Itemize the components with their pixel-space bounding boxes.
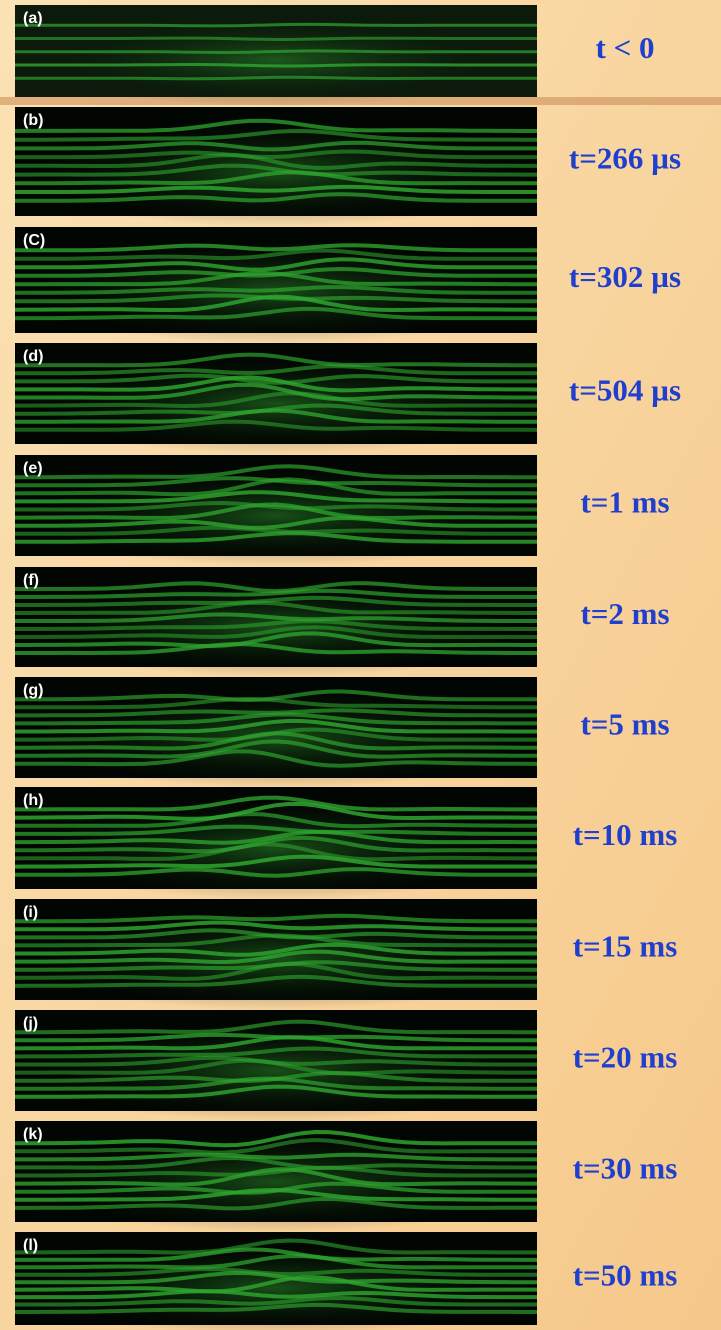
time-label: t=5 ms — [580, 707, 669, 742]
fringe — [15, 38, 537, 39]
fringe — [15, 65, 537, 67]
time-label: t=10 ms — [573, 817, 678, 852]
panel-label: (h) — [23, 792, 43, 809]
fringe — [15, 77, 537, 78]
time-label: t=30 ms — [573, 1151, 678, 1186]
panel-glow — [15, 1241, 537, 1330]
panel-label: (l) — [23, 1237, 38, 1254]
time-label: t=266 µs — [569, 141, 681, 176]
panel: (d) — [15, 343, 537, 454]
time-label: t=50 ms — [573, 1258, 678, 1293]
time-label: t=504 µs — [569, 373, 681, 408]
panel-label: (a) — [23, 10, 43, 27]
panel-label: (C) — [23, 232, 45, 249]
panel: (j) — [15, 1010, 537, 1121]
panel-label: (f) — [23, 572, 39, 589]
panel-label: (k) — [23, 1126, 43, 1143]
panel: (b) — [15, 107, 537, 227]
panel: (f) — [15, 567, 537, 677]
panel-label: (g) — [23, 682, 43, 699]
panel: (C) — [15, 227, 537, 344]
panel-label: (d) — [23, 348, 43, 365]
time-label: t=20 ms — [573, 1040, 678, 1075]
panel-glow — [15, 14, 537, 106]
time-label: t=2 ms — [580, 596, 669, 631]
panel-label: (b) — [23, 112, 43, 129]
panel: (a) — [15, 5, 537, 106]
panel: (k) — [15, 1121, 537, 1232]
panel: (g) — [15, 677, 537, 788]
panel-label: (j) — [23, 1015, 38, 1032]
time-label: t < 0 — [596, 30, 655, 65]
fringe — [15, 24, 537, 26]
panel-label: (e) — [23, 460, 43, 477]
panel: (l) — [15, 1232, 537, 1330]
slide: (a) t < 0 (b) t=266 µs (C) t=302 µs (d) t=504 µ… — [0, 0, 721, 1330]
panel: (i) — [15, 899, 537, 1010]
panel: (h) — [15, 787, 537, 899]
time-label: t=1 ms — [580, 485, 669, 520]
fringe — [15, 51, 537, 53]
time-label: t=15 ms — [573, 929, 678, 964]
time-label: t=302 µs — [569, 259, 681, 294]
panel: (e) — [15, 455, 537, 566]
panel-label: (i) — [23, 904, 38, 921]
